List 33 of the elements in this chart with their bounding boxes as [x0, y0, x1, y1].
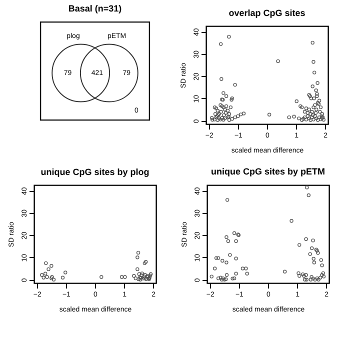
point	[42, 276, 46, 280]
point	[52, 278, 56, 282]
point	[100, 275, 104, 279]
point	[44, 261, 48, 266]
chart-title: unique CpG sites by pETM	[210, 166, 326, 177]
point	[134, 276, 138, 280]
point	[142, 261, 147, 266]
chart-title: overlap CpG sites	[228, 8, 306, 18]
point	[123, 275, 127, 279]
point	[136, 256, 140, 260]
point	[46, 267, 50, 272]
point	[50, 264, 54, 268]
text: Basal (n=31)	[68, 3, 122, 14]
point	[60, 276, 65, 280]
point	[50, 276, 54, 280]
point	[140, 273, 144, 278]
point	[64, 270, 68, 274]
point	[148, 274, 152, 278]
point	[45, 275, 49, 279]
chart-title: unique CpG sites by plog	[40, 167, 150, 177]
point	[148, 272, 153, 276]
point	[140, 272, 144, 276]
point	[143, 272, 147, 277]
point	[40, 273, 44, 277]
point	[144, 260, 148, 264]
point	[132, 274, 136, 278]
point	[136, 277, 140, 282]
point	[120, 275, 124, 279]
point	[136, 267, 140, 272]
point	[136, 250, 140, 255]
point	[50, 275, 54, 279]
point	[137, 272, 141, 276]
point	[43, 272, 48, 276]
